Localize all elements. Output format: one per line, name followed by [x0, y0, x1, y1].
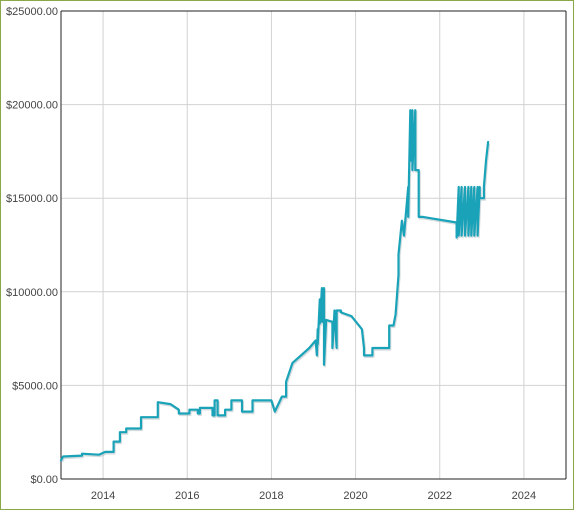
gridlines [61, 10, 566, 479]
y-tick-label: $5000.00 [12, 380, 58, 392]
y-tick-label: $20000.00 [6, 100, 58, 112]
axes [60, 10, 567, 480]
x-tick-label: 2014 [91, 490, 115, 502]
x-tick-label: 2016 [175, 490, 199, 502]
x-tick-label: 2018 [259, 490, 283, 502]
y-tick-label: $0.00 [30, 474, 58, 486]
y-tick-label: $15000.00 [6, 193, 58, 205]
x-tick-label: 2024 [512, 490, 536, 502]
series-line [59, 109, 490, 462]
y-tick-label: $25000.00 [6, 6, 58, 18]
tick-labels: $0.00 $5000.00 $10000.00 $15000.00 $20000.00… [6, 6, 536, 502]
x-tick-label: 2022 [428, 490, 452, 502]
y-tick-label: $10000.00 [6, 287, 58, 299]
x-tick-label: 2020 [343, 490, 367, 502]
series-layer [59, 109, 491, 463]
